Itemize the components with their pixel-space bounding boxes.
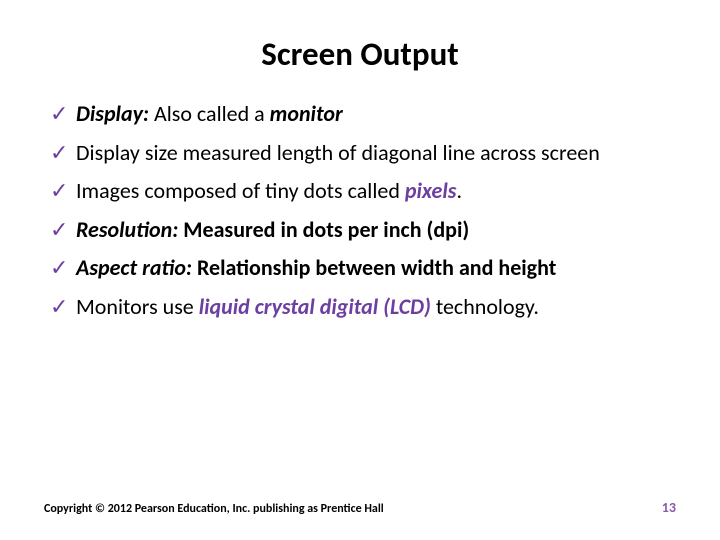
text-run: Aspect ratio:: [76, 254, 192, 281]
page-number: 13: [662, 499, 676, 516]
text-run: Measured in dots per inch (dpi): [178, 216, 469, 243]
slide: Screen Output ✓ Display: Also called a mo…: [0, 0, 720, 540]
text-run: .: [456, 177, 462, 204]
text-run: Display size measured length of diagonal…: [76, 139, 600, 166]
bullet-item: ✓ Display size measured length of diagona…: [50, 139, 676, 167]
bullet-item: ✓ Display: Also called a monitor: [50, 100, 676, 128]
checkmark-icon: ✓: [50, 100, 68, 128]
slide-title: Screen Output: [44, 34, 676, 74]
text-run: Images composed of tiny dots called: [76, 177, 405, 204]
bullet-list: ✓ Display: Also called a monitor ✓ Display …: [44, 100, 676, 320]
checkmark-icon: ✓: [50, 216, 68, 244]
slide-footer: Copyright © 2012 Pearson Education, Inc.…: [44, 499, 676, 516]
text-run: monitor: [270, 100, 343, 127]
bullet-item: ✓ Resolution: Measured in dots per inch (…: [50, 216, 676, 244]
checkmark-icon: ✓: [50, 293, 68, 321]
text-run: liquid crystal digital (LCD): [199, 293, 431, 320]
bullet-item: ✓ Aspect ratio: Relationship between widt…: [50, 254, 676, 282]
bullet-item: ✓ Monitors use liquid crystal digital (LC…: [50, 293, 676, 321]
bullet-item: ✓ Images composed of tiny dots called pix…: [50, 177, 676, 205]
text-run: Also called a: [149, 100, 270, 127]
text-run: Monitors use: [76, 293, 199, 320]
text-run: Resolution:: [76, 216, 178, 243]
text-run: Display:: [76, 100, 149, 127]
checkmark-icon: ✓: [50, 177, 68, 205]
text-run: pixels: [405, 177, 457, 204]
text-run: technology.: [431, 293, 539, 320]
copyright-text: Copyright © 2012 Pearson Education, Inc.…: [44, 502, 384, 516]
checkmark-icon: ✓: [50, 254, 68, 282]
text-run: Relationship between width and height: [192, 254, 556, 281]
checkmark-icon: ✓: [50, 139, 68, 167]
